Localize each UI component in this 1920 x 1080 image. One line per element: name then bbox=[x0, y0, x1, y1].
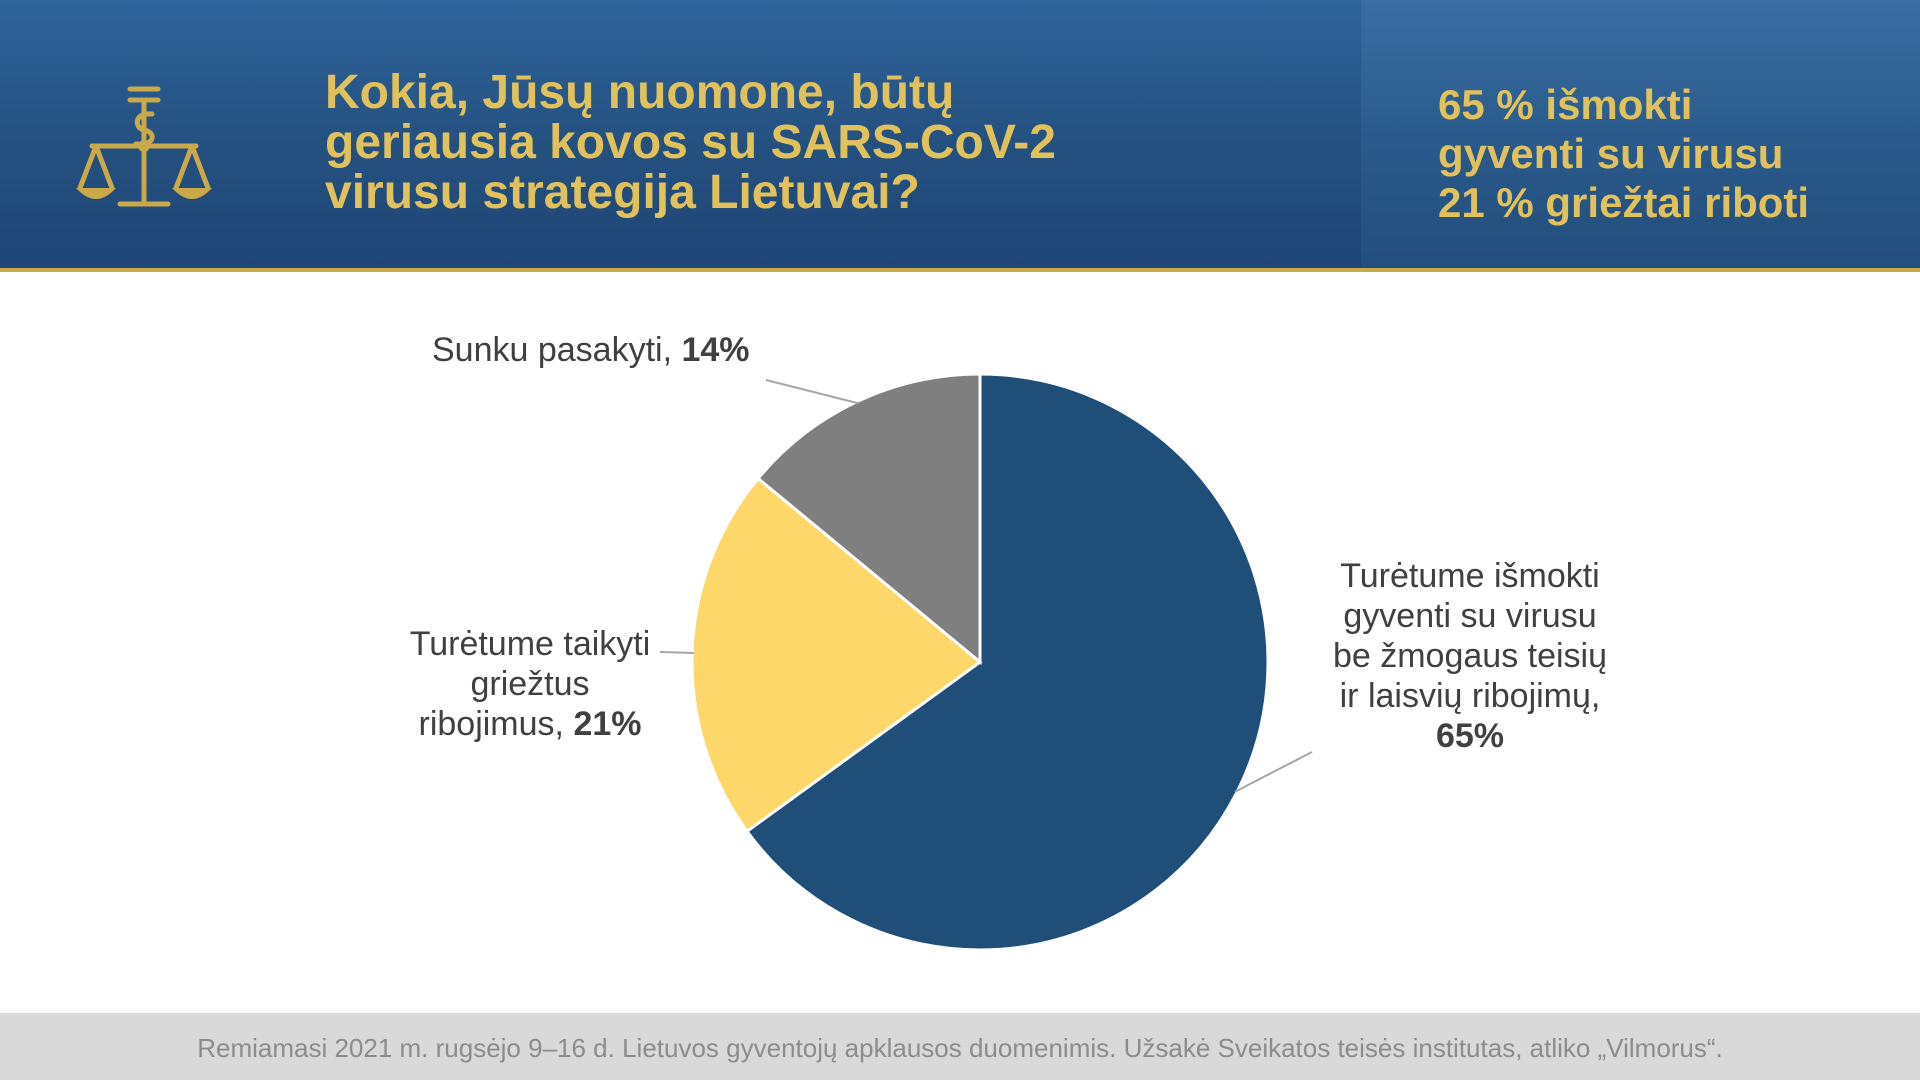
leader-line bbox=[659, 651, 695, 655]
source-note: Remiamasi 2021 m. rugsėjo 9–16 d. Lietuv… bbox=[197, 1033, 1723, 1063]
slice-learn-to-live bbox=[744, 372, 1270, 952]
slice-value-label: 65% bbox=[1435, 717, 1505, 755]
summary-line: 65 % išmokti bbox=[1438, 81, 1693, 128]
footer-bar bbox=[0, 1013, 1920, 1080]
slice-label-learn-to-live: Turėtume išmokti gyventi su virusu be žm… bbox=[1332, 557, 1608, 755]
summary-panel bbox=[1361, 0, 1920, 268]
summary-text: 65 % išmokti gyventi su virusu 21 % grie… bbox=[1438, 80, 1809, 227]
leader-line bbox=[1234, 751, 1313, 793]
slice-label-strict-restrictions: Turėtume taikyti griežtus ribojimus, 21% bbox=[409, 625, 651, 743]
summary-line: 21 % griežtai riboti bbox=[1438, 179, 1810, 226]
title-line: geriausia kovos su SARS-CoV-2 bbox=[325, 116, 1056, 169]
pie-chart bbox=[659, 372, 1313, 952]
slice-value-label: 14% bbox=[681, 331, 750, 369]
slice-hard-to-say bbox=[755, 372, 982, 666]
leader-line bbox=[765, 379, 859, 405]
slice-label-hard-to-say: Sunku pasakyti, 14% bbox=[432, 331, 750, 369]
slice-value-label: 21% bbox=[573, 705, 642, 743]
page-title: Kokia, Jūsų nuomone, būtų geriausia kovo… bbox=[325, 68, 1325, 218]
title-line: Kokia, Jūsų nuomone, būtų bbox=[325, 66, 955, 119]
scales-of-justice-icon bbox=[76, 86, 212, 207]
title-line: virusu strategija Lietuvai? bbox=[325, 166, 920, 219]
header-divider bbox=[0, 268, 1920, 272]
summary-line: gyventi su virusu bbox=[1438, 130, 1784, 177]
